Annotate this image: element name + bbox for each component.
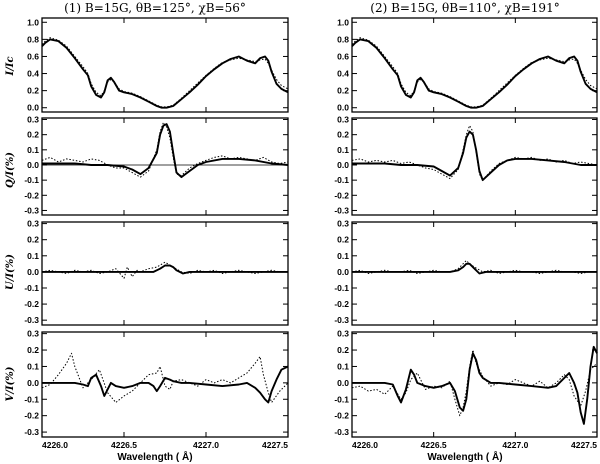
panel-2-1-frame — [351, 221, 598, 326]
panel-1-1-ytick-label: -0.3 — [334, 205, 349, 215]
panel-0-0-ytick-label: 0.0 — [27, 103, 39, 113]
panel-1-1-ytick-label: -0.1 — [334, 175, 349, 185]
panel-title-right: (2) B=15G, θB=110°, χB=191° — [370, 1, 559, 15]
panel-0-0-series-observed — [41, 37, 289, 108]
panel-1-1-series-observed — [351, 125, 598, 181]
panel-3-0-xtick-label: 4226.5 — [111, 440, 137, 450]
panel-3-1-ytick-label: -0.3 — [334, 427, 349, 437]
panel-1-0-ytick-label: -0.2 — [24, 190, 39, 200]
panel-grid: 0.0 0.2 0.4 0.6 0.8 1.0 0.0 0.2 0.4 0.6 0.8 1.0 -0.3… — [24, 17, 598, 450]
panel-3-0-ytick-label: -0.1 — [24, 394, 39, 404]
panel-0-1-frame — [351, 17, 598, 113]
panel-3-1-xtick-label: 4226.0 — [352, 440, 378, 450]
panel-3-1-ytick-label: 0.3 — [337, 329, 349, 339]
panel-1-0-ytick-label: 0.0 — [27, 160, 39, 170]
panel-3-1-ytick-label: 0.0 — [337, 378, 349, 388]
panel-2-0-ytick-label: 0.1 — [27, 251, 39, 261]
panel-3-1-ytick-label: 0.1 — [337, 361, 349, 371]
panel-1-1-frame — [351, 117, 598, 216]
panel-0-0-frame — [41, 17, 289, 113]
panel-2-1-ytick-label: -0.3 — [334, 315, 349, 325]
panel-3-0-series-model — [42, 365, 289, 404]
panel-title-left: (1) B=15G, θB=125°, χB=56° — [64, 1, 246, 15]
panel-0-1-series-model — [351, 38, 598, 109]
panel-3-1-xtick-label: 4227.5 — [571, 440, 597, 450]
panel-1-1-ytick-label: 0.0 — [337, 160, 349, 170]
panel-0-0-ytick-label: 0.4 — [27, 69, 39, 79]
panel-2-0-ytick-label: -0.3 — [24, 315, 39, 325]
panel-2-1-ytick-label: -0.2 — [334, 299, 349, 309]
panel-1-1-ytick-label: 0.3 — [337, 115, 349, 125]
ylabel-v: V/I(%) — [5, 366, 16, 401]
panel-3-0-ytick-label: 0.2 — [27, 345, 39, 355]
panel-3-1-ytick-label: -0.2 — [334, 411, 349, 421]
panel-0-1-ytick-label: 0.0 — [337, 103, 349, 113]
panel-1-0-ytick-label: 0.1 — [27, 145, 39, 155]
panel-1-0-series-model — [42, 123, 289, 179]
panel-3-0-xtick-label: 4227.0 — [193, 440, 219, 450]
panel-3-0-ytick-label: 0.1 — [27, 361, 39, 371]
panel-2-0-ytick-label: 0.2 — [27, 235, 39, 245]
panel-1-1-ytick-label: -0.2 — [334, 190, 349, 200]
panel-0-1-ytick-label: 1.0 — [337, 17, 349, 27]
panel-2-1-ytick-label: 0.0 — [337, 267, 349, 277]
panel-3-1-series-observed — [351, 349, 598, 417]
panel-0-0-ytick-label: 0.8 — [27, 34, 39, 44]
xlabel-right: Wavelength ( Å) — [427, 450, 502, 463]
panel-2-0-ytick-label: -0.1 — [24, 283, 39, 293]
panel-3-0-xtick-label: 4226.0 — [42, 440, 68, 450]
panel-1-0-ytick-label: -0.1 — [24, 175, 39, 185]
panel-0-1-ytick-label: 0.2 — [337, 86, 349, 96]
ylabel-u: U/I(%) — [5, 254, 16, 290]
panel-0-1-ytick-label: 0.4 — [337, 69, 349, 79]
ylabel-intensity: I/Ic — [5, 56, 16, 76]
panel-3-0-ytick-label: -0.3 — [24, 427, 39, 437]
panel-2-1-ytick-label: 0.2 — [337, 235, 349, 245]
panel-1-0-series-observed — [41, 122, 289, 178]
panel-3-1-ytick-label: -0.1 — [334, 394, 349, 404]
panel-0-0-ytick-label: 0.6 — [27, 51, 39, 61]
panel-0-1-ytick-label: 0.8 — [337, 34, 349, 44]
panel-2-1-series-model — [352, 262, 597, 275]
panel-3-1-xtick-label: 4226.5 — [421, 440, 447, 450]
panel-2-0-ytick-label: 0.3 — [27, 219, 39, 229]
xlabel-left: Wavelength ( Å) — [117, 450, 192, 463]
panel-3-1-ytick-label: 0.2 — [337, 345, 349, 355]
panel-3-1-xtick-label: 4227.0 — [502, 440, 528, 450]
panel-0-0-series-model — [41, 38, 289, 109]
panel-1-1-ytick-label: 0.1 — [337, 145, 349, 155]
panel-0-1-series-observed — [351, 37, 598, 108]
panel-2-0-frame — [41, 221, 289, 326]
panel-3-0-ytick-label: 0.3 — [27, 329, 39, 339]
panel-3-0-series-observed — [41, 352, 289, 403]
panel-0-0-ytick-label: 0.2 — [27, 86, 39, 96]
panel-0-1-ytick-label: 0.6 — [337, 51, 349, 61]
panel-1-1-series-model — [352, 130, 597, 182]
panel-1-0-frame — [41, 117, 289, 216]
panel-3-1-series-model — [352, 345, 598, 425]
panel-1-1-ytick-label: 0.2 — [337, 130, 349, 140]
panel-3-0-ytick-label: -0.2 — [24, 411, 39, 421]
panel-3-0-ytick-label: 0.0 — [27, 378, 39, 388]
panel-3-0-xtick-label: 4227.5 — [262, 440, 288, 450]
ylabel-q: Q/I(%) — [5, 152, 16, 188]
panel-3-1-frame — [351, 331, 598, 438]
panel-2-1-ytick-label: -0.1 — [334, 283, 349, 293]
panel-2-0-ytick-label: 0.0 — [27, 267, 39, 277]
panel-3-0-frame — [41, 331, 289, 438]
panel-2-1-ytick-label: 0.3 — [337, 219, 349, 229]
panel-1-0-ytick-label: -0.3 — [24, 205, 39, 215]
panel-1-0-ytick-label: 0.3 — [27, 115, 39, 125]
panel-2-0-ytick-label: -0.2 — [24, 299, 39, 309]
panel-2-1-ytick-label: 0.1 — [337, 251, 349, 261]
panel-0-0-ytick-label: 1.0 — [27, 17, 39, 27]
panel-1-0-ytick-label: 0.2 — [27, 130, 39, 140]
